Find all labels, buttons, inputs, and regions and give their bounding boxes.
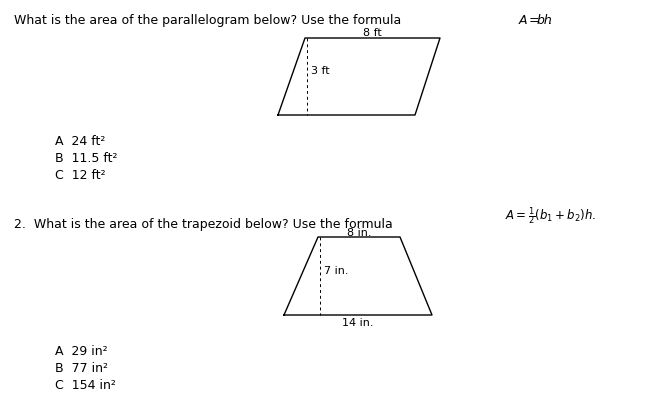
Text: $A = \frac{1}{2}(b_1 + b_2)h.$: $A = \frac{1}{2}(b_1 + b_2)h.$ <box>505 205 597 227</box>
Text: A  29 in²: A 29 in² <box>55 345 107 358</box>
Text: .: . <box>548 14 552 27</box>
Text: 3 ft: 3 ft <box>311 66 329 76</box>
Text: 7 in.: 7 in. <box>324 266 349 276</box>
Text: B  11.5 ft²: B 11.5 ft² <box>55 152 118 165</box>
Text: B  77 in²: B 77 in² <box>55 362 108 375</box>
Text: =: = <box>525 14 543 27</box>
Text: A: A <box>519 14 527 27</box>
Text: What is the area of the parallelogram below? Use the formula: What is the area of the parallelogram be… <box>14 14 405 27</box>
Text: C  154 in²: C 154 in² <box>55 379 116 392</box>
Text: C  12 ft²: C 12 ft² <box>55 169 105 182</box>
Text: 2.  What is the area of the trapezoid below? Use the formula: 2. What is the area of the trapezoid bel… <box>14 218 393 231</box>
Text: 8 ft: 8 ft <box>363 28 382 38</box>
Text: 8 in.: 8 in. <box>347 228 371 238</box>
Text: bh: bh <box>537 14 553 27</box>
Text: A  24 ft²: A 24 ft² <box>55 135 105 148</box>
Text: 14 in.: 14 in. <box>342 318 374 328</box>
